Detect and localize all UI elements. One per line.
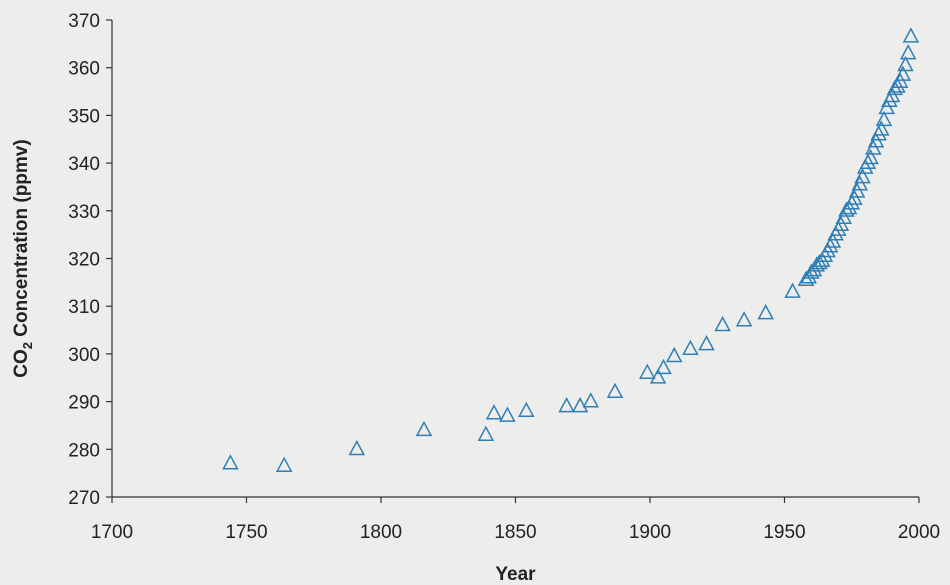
data-point-triangle	[735, 311, 753, 327]
x-tick-label: 1800	[360, 522, 402, 543]
x-tick-label: 2000	[898, 522, 940, 543]
x-tick-label: 1900	[629, 522, 671, 543]
y-tick-label: 290	[68, 393, 100, 414]
x-tick-label: 1700	[91, 522, 133, 543]
data-point-triangle	[582, 392, 600, 408]
data-point-triangle	[558, 397, 575, 413]
x-tick-label: 1850	[494, 522, 536, 543]
data-point-triangle	[649, 368, 667, 384]
data-point-triangle	[275, 456, 293, 472]
data-point-triangle	[518, 401, 535, 418]
data-point-triangle	[682, 339, 699, 356]
data-point-triangle	[873, 120, 890, 136]
data-point-triangle	[571, 397, 589, 413]
data-point-triangle	[902, 27, 920, 43]
data-point-triangle	[665, 346, 683, 363]
y-axis-ticks: 270 280 290 300 310 320 330 340 350 360 370	[68, 11, 112, 509]
data-point-triangle	[698, 335, 715, 351]
data-point-triangle	[606, 382, 624, 399]
y-tick-label: 370	[68, 11, 100, 32]
y-axis-title-subscript: 2	[20, 342, 35, 349]
data-point-triangle	[477, 425, 495, 441]
data-points	[222, 27, 920, 472]
x-axis-title: Year	[495, 564, 536, 585]
data-point-triangle	[897, 55, 914, 72]
data-point-triangle	[899, 44, 917, 60]
y-axis-title-main: CO	[11, 349, 32, 378]
data-point-triangle	[222, 454, 239, 470]
y-tick-label: 320	[68, 250, 100, 271]
data-point-triangle	[808, 256, 826, 272]
y-tick-label: 360	[68, 59, 100, 80]
data-point-triangle	[757, 304, 774, 320]
x-axis-ticks: 1700 1750 1800 1850 1900 1950 2000	[91, 497, 940, 543]
data-point-triangle	[894, 65, 912, 81]
data-point-triangle	[854, 168, 871, 184]
data-point-triangle	[415, 420, 433, 437]
data-point-triangle	[499, 406, 516, 422]
data-point-triangle	[784, 282, 801, 298]
y-tick-label: 330	[68, 202, 100, 223]
y-tick-label: 280	[68, 440, 100, 461]
y-axis-title-rest: Concentration (ppmv)	[11, 139, 32, 342]
data-point-triangle	[875, 110, 893, 127]
y-tick-label: 350	[68, 106, 100, 127]
data-point-triangle	[639, 363, 656, 379]
y-tick-label: 270	[68, 488, 100, 509]
y-tick-label: 340	[68, 154, 100, 175]
chart-axes	[111, 20, 919, 498]
data-point-triangle	[485, 404, 503, 420]
y-axis-title: CO2 Concentration (ppmv)	[11, 139, 35, 377]
x-tick-label: 1950	[763, 522, 805, 543]
data-point-triangle	[862, 148, 879, 165]
data-point-triangle	[714, 315, 731, 332]
data-point-triangle	[655, 358, 672, 375]
y-tick-label: 300	[68, 345, 100, 366]
x-tick-label: 1750	[225, 522, 267, 543]
data-point-triangle	[348, 439, 366, 456]
y-tick-label: 310	[68, 297, 100, 318]
